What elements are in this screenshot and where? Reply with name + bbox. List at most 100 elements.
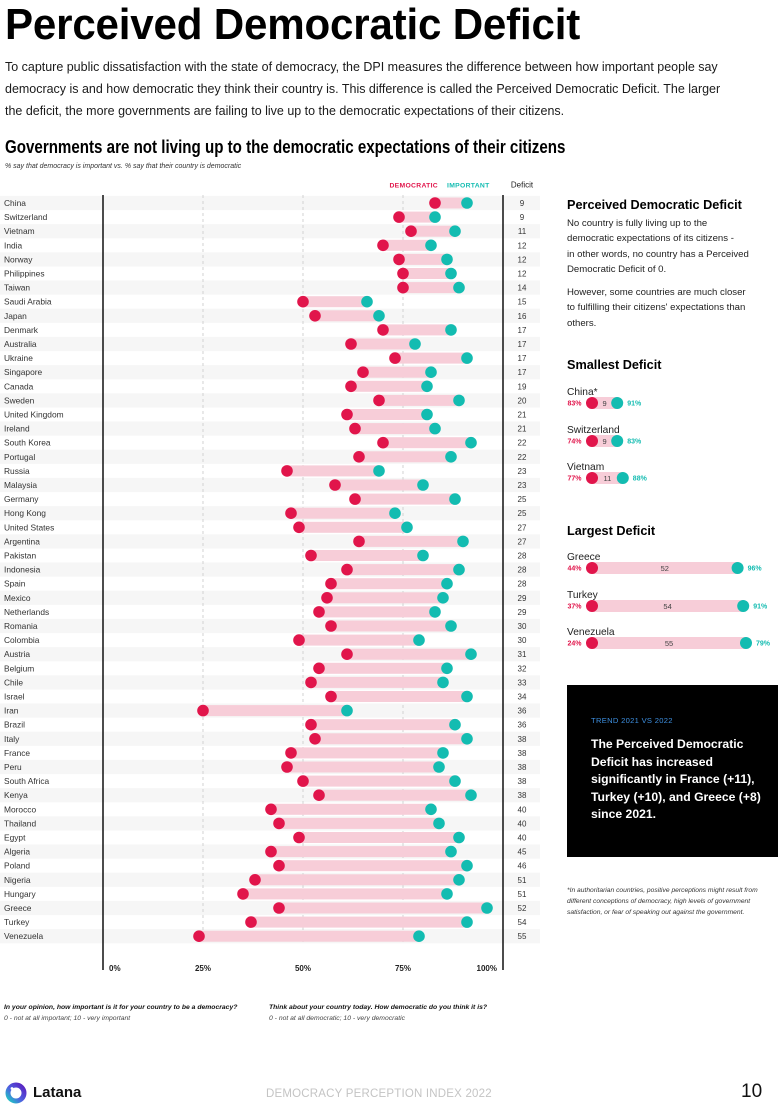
- mini-democratic-dot: [586, 637, 598, 649]
- row-band: [0, 506, 540, 521]
- row-band: [0, 308, 540, 323]
- democratic-dot: [377, 324, 389, 336]
- democratic-dot: [341, 408, 353, 421]
- deficit-value: 38: [518, 749, 527, 758]
- country-label: Italy: [4, 734, 20, 744]
- mini-important-dot: [731, 562, 744, 574]
- mini-deficit-value: 9: [603, 399, 607, 408]
- democratic-dot: [341, 648, 353, 660]
- range-bar: [319, 606, 435, 618]
- deficit-value: 38: [518, 777, 527, 786]
- question-scale: 0 - not at all democratic; 10 - very dem…: [269, 1015, 405, 1022]
- country-label: Ireland: [4, 424, 30, 434]
- country-label: China: [4, 198, 26, 208]
- deficit-value: 25: [518, 509, 527, 518]
- important-dot: [461, 352, 473, 364]
- country-label: Turkey: [4, 917, 30, 927]
- democratic-dot: [273, 902, 285, 914]
- question-important: In your opinion, how important is it for…: [4, 1002, 237, 1024]
- deficit-value: 29: [518, 594, 527, 603]
- deficit-value: 30: [518, 622, 527, 631]
- country-label: Japan: [4, 311, 27, 321]
- country-label: Poland: [4, 861, 30, 871]
- important-dot: [425, 239, 437, 252]
- country-label: Colombia: [4, 635, 40, 645]
- deficit-value: 15: [518, 298, 527, 307]
- range-bar: [287, 761, 439, 773]
- country-label: Brazil: [4, 720, 25, 730]
- range-bar: [303, 296, 367, 308]
- country-label: Nigeria: [4, 875, 31, 885]
- country-label: Vietnam: [4, 226, 35, 236]
- democratic-dot: [389, 352, 401, 364]
- mini-democratic-dot: [586, 599, 598, 612]
- country-label: Iran: [4, 706, 19, 716]
- important-dot: [445, 451, 457, 463]
- important-dot: [445, 267, 457, 280]
- range-bar: [291, 747, 443, 759]
- intro-line: democracy is and how democratic they thi…: [5, 81, 721, 96]
- country-label: Kenya: [4, 790, 28, 800]
- dumbbell-chart: DEMOCRATIC IMPORTANT Deficit China 9 Switz…: [0, 181, 540, 973]
- range-bar: [399, 253, 447, 265]
- row-band: [0, 449, 540, 464]
- range-bar: [255, 874, 459, 886]
- deficit-value: 16: [518, 312, 527, 321]
- mini-deficit-value: 54: [663, 601, 671, 610]
- deficit-value: 51: [518, 876, 527, 885]
- range-bar: [383, 239, 431, 251]
- country-label: Greece: [4, 903, 32, 913]
- brand-name: Latana: [33, 1084, 82, 1101]
- mini-dumbbell: 77% 11 88%: [568, 472, 648, 484]
- important-dot: [449, 225, 461, 237]
- democratic-dot: [341, 563, 353, 576]
- democratic-dot: [281, 761, 293, 773]
- trend-text: The Perceived Democratic Deficit has inc…: [591, 736, 761, 824]
- mini-item: China* 83% 9 91%: [567, 386, 778, 424]
- chart-marks: [193, 197, 493, 942]
- democratic-dot: [325, 577, 337, 590]
- democratic-dot: [377, 239, 389, 252]
- deficit-value: 40: [518, 834, 527, 843]
- important-dot: [449, 775, 461, 787]
- democratic-dot: [325, 690, 337, 703]
- range-bar: [347, 648, 471, 660]
- important-dot: [441, 253, 453, 266]
- important-dot: [429, 606, 441, 618]
- chart-labels: China 9 Switzerland 9 Vietnam 11 India 12 Norway…: [4, 198, 527, 941]
- deficit-value: 38: [518, 735, 527, 744]
- deficit-value: 12: [518, 270, 527, 279]
- range-bar: [279, 817, 439, 829]
- x-tick-label: 100%: [477, 964, 497, 973]
- mini-democratic-pct: 44%: [568, 566, 583, 573]
- deficit-value: 31: [518, 650, 527, 659]
- chart-title: Governments are not living up to the dem…: [5, 137, 566, 157]
- range-bar: [311, 550, 423, 561]
- deficit-value: 28: [518, 580, 527, 589]
- deficit-value: 21: [518, 411, 527, 420]
- country-label: Argentina: [4, 536, 40, 546]
- deficit-value: 17: [518, 354, 527, 363]
- row-band: [0, 252, 540, 267]
- deficit-value: 17: [518, 326, 527, 335]
- range-bar: [351, 338, 415, 350]
- question-text: In your opinion, how important is it for…: [4, 1004, 238, 1011]
- intro-line: the deficit, the more governments are fa…: [5, 103, 565, 118]
- democratic-dot: [285, 507, 297, 519]
- trend-line: since 2021.: [591, 807, 657, 821]
- mini-important-pct: 91%: [627, 401, 642, 408]
- range-bar: [399, 211, 435, 223]
- range-bar: [359, 535, 463, 547]
- important-dot: [425, 803, 437, 816]
- mini-democratic-pct: 37%: [568, 603, 583, 610]
- democratic-dot: [265, 803, 277, 816]
- important-dot: [445, 845, 457, 858]
- mini-important-pct: 79%: [756, 641, 771, 648]
- democratic-dot: [297, 775, 309, 787]
- mini-democratic-dot: [586, 397, 598, 409]
- range-bar: [279, 902, 487, 914]
- important-dot: [373, 465, 385, 477]
- range-bar: [287, 465, 379, 477]
- democratic-dot: [405, 225, 417, 237]
